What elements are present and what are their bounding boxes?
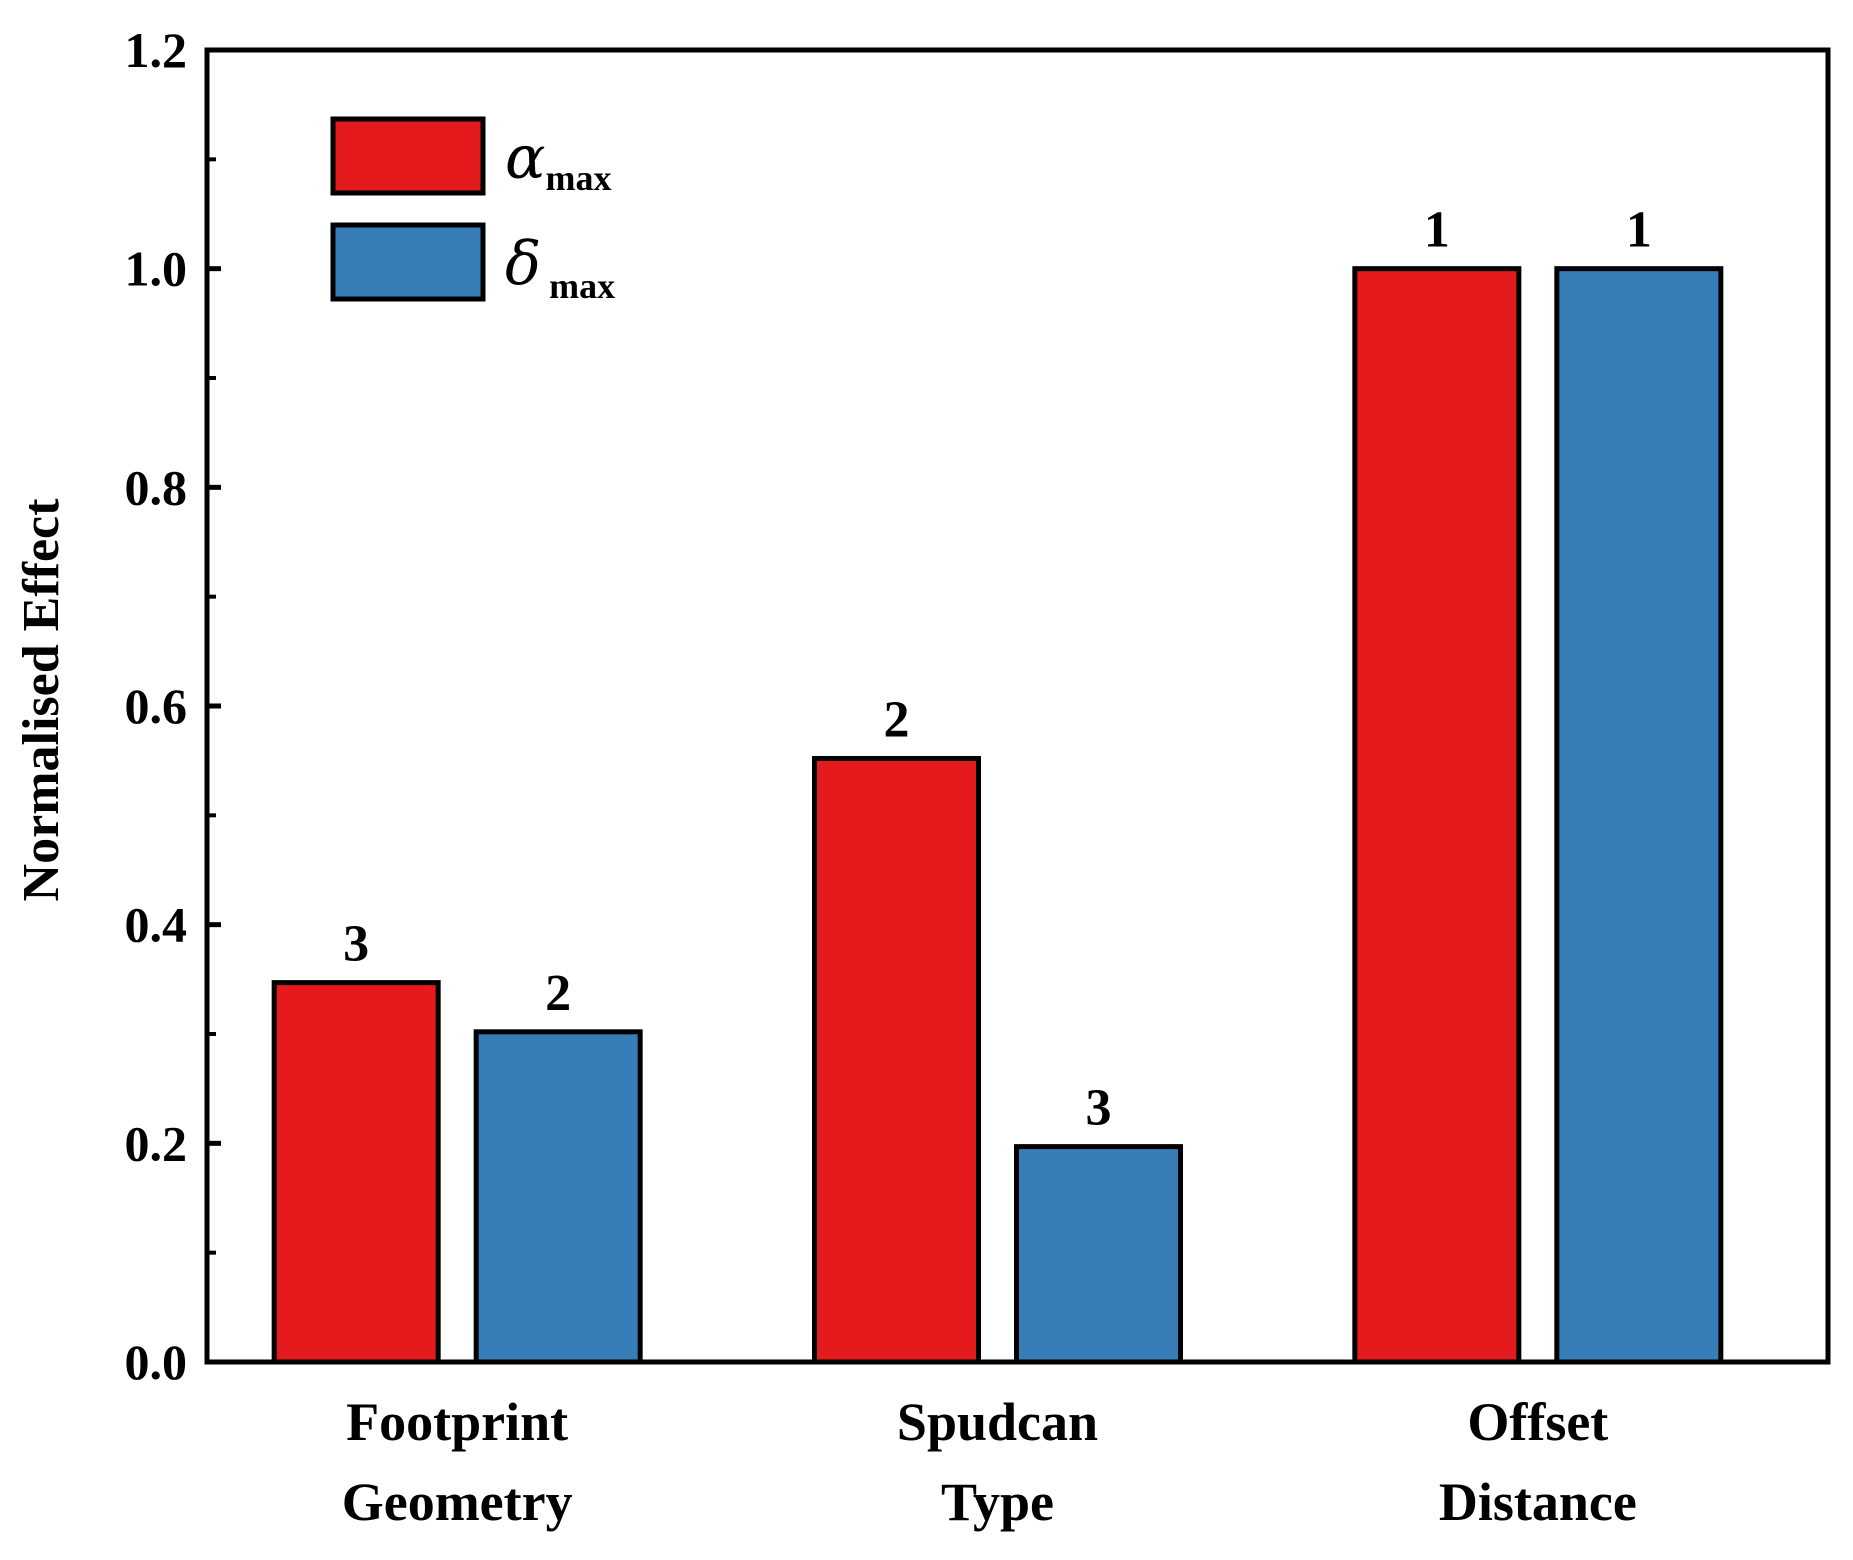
y-tick-label: 1.2	[125, 22, 188, 78]
y-tick-label: 0.0	[125, 1334, 188, 1390]
legend-swatch-delta	[330, 222, 486, 302]
rank-label: 3	[1086, 1080, 1112, 1137]
bar-alpha-1	[812, 755, 981, 1365]
x-category-label: Offset	[1467, 1392, 1608, 1452]
bar-delta-0	[473, 1029, 643, 1365]
rank-label: 1	[1626, 202, 1652, 259]
y-tick-label: 0.2	[125, 1115, 188, 1171]
y-tick-label: 1.0	[125, 241, 188, 297]
x-category-label: Footprint	[346, 1392, 568, 1452]
data-labels: 3 2 2 3 1 1	[343, 202, 1652, 1137]
rank-label: 3	[343, 916, 369, 973]
x-category-label: Spudcan	[897, 1392, 1098, 1452]
bar-delta-2	[1554, 266, 1724, 1365]
rank-label: 1	[1424, 202, 1450, 259]
bar-alpha-0	[271, 980, 441, 1365]
x-category-label: Distance	[1439, 1472, 1637, 1532]
axes: 0.0 0.2 0.4 0.6 0.8 1.0 1.2 Footprint Geometry Sp…	[125, 22, 1831, 1532]
y-tick-label: 0.8	[125, 459, 188, 515]
bar-alpha-2	[1352, 266, 1522, 1365]
legend: αmax δ max	[330, 116, 615, 306]
x-category-label: Type	[941, 1472, 1054, 1532]
legend-label-delta: δ max	[505, 229, 615, 306]
legend-swatch-alpha	[330, 116, 486, 196]
rank-label: 2	[545, 965, 571, 1022]
bars	[271, 266, 1724, 1365]
y-tick-label: 0.4	[125, 897, 188, 953]
y-tick-label: 0.6	[125, 678, 188, 734]
bar-delta-1	[1014, 1144, 1183, 1365]
x-category-label: Geometry	[342, 1472, 573, 1532]
legend-label-alpha: αmax	[505, 123, 612, 198]
y-axis-title: Normalised Effect	[13, 498, 70, 902]
rank-label: 2	[884, 691, 910, 748]
